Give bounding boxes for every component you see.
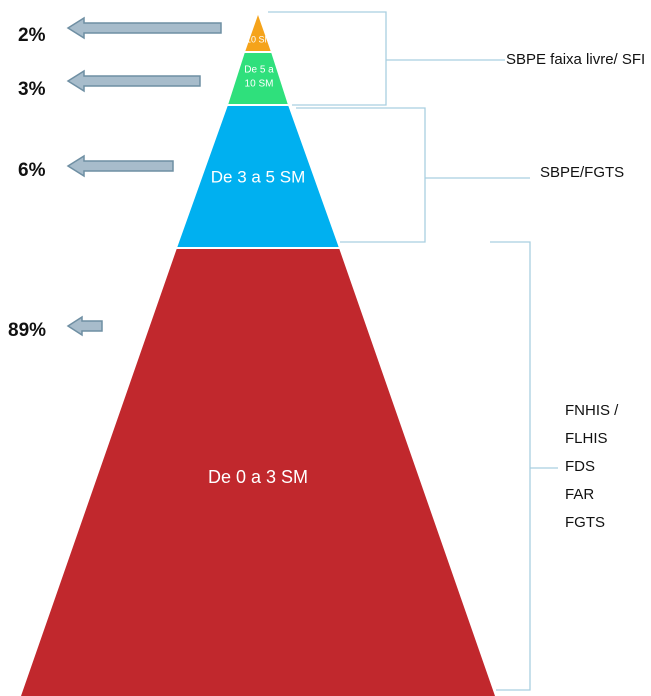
funding-label: FDS [565, 458, 595, 475]
tier-label: De 0 a 3 SM [208, 467, 308, 487]
share-label: 3% [18, 79, 46, 100]
funding-group: FNHIS / FLHIS FDS FAR FGTS [565, 402, 619, 531]
tier-label: De 5 a [244, 65, 274, 76]
tier-label: 10 SM [245, 79, 274, 90]
arrows [66, 16, 222, 337]
funding-label: SBPE faixa livre/ SFI [506, 51, 645, 68]
funding-label: FAR [565, 486, 594, 503]
funding-label: FGTS [565, 514, 605, 531]
tier-label: De 3 a 5 SM [211, 167, 306, 186]
tier-4 [21, 248, 495, 696]
funding-label: FLHIS [565, 430, 608, 447]
brackets [268, 11, 558, 691]
tier-2 [228, 52, 288, 105]
funding-label: SBPE/FGTS [540, 164, 624, 181]
tier-separators [176, 51, 340, 249]
tier-label: 10 SM [246, 34, 272, 44]
share-label: 2% [18, 25, 46, 46]
tier-3 [177, 105, 339, 248]
share-label: 89% [8, 320, 46, 341]
tier-top [245, 15, 271, 52]
funding-label: FNHIS / [565, 402, 619, 419]
share-label: 6% [18, 160, 46, 181]
